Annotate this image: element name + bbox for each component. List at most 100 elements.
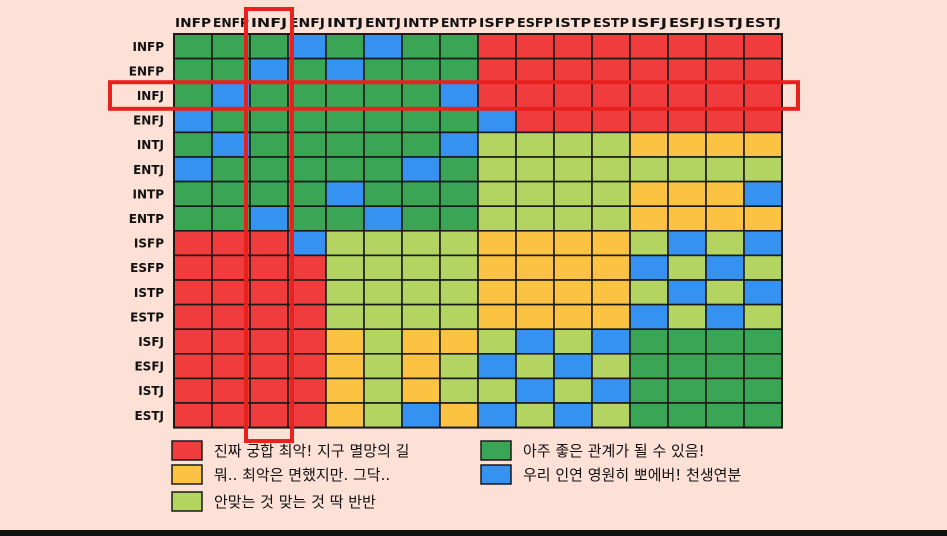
cell-estp-intj xyxy=(325,303,365,331)
highlight-row-box xyxy=(108,80,800,111)
column-label-infp: INFP xyxy=(175,16,211,30)
cell-enfj-isfj xyxy=(629,107,669,134)
cell-isfp-estj xyxy=(743,230,783,257)
cell-infj-intj xyxy=(325,82,365,109)
cell-estj-enfp xyxy=(211,402,251,429)
cell-enfj-infj xyxy=(249,107,289,134)
cell-isfp-isfp xyxy=(477,230,517,257)
cell-intj-isfp xyxy=(477,131,517,158)
cell-estj-intp xyxy=(401,402,441,429)
cell-estp-estj xyxy=(743,303,783,331)
cell-istj-esfp xyxy=(515,377,555,404)
cell-isfj-estj xyxy=(743,328,783,355)
highlight-column-box xyxy=(244,7,294,443)
cell-enfp-intj xyxy=(325,57,365,84)
cell-infj-estj xyxy=(743,82,783,109)
cell-entp-esfj xyxy=(667,205,707,232)
column-label-esfp: ESFP xyxy=(517,16,553,30)
cell-esfj-esfp xyxy=(515,352,555,380)
cell-estp-intp xyxy=(401,303,441,331)
cell-estj-esfj xyxy=(667,402,707,429)
bottom-border xyxy=(0,530,947,536)
cell-infj-estp xyxy=(591,82,631,109)
column-label-intp: INTP xyxy=(403,16,439,30)
cell-esfp-entj xyxy=(363,254,403,281)
legend-swatch-r xyxy=(171,440,203,461)
cell-intp-estp xyxy=(591,180,631,208)
cell-isfp-esfj xyxy=(667,230,707,257)
cell-istp-entp xyxy=(439,279,479,306)
cell-entj-estj xyxy=(743,156,783,183)
cell-entp-intj xyxy=(325,205,365,232)
column-label-estj: ESTJ xyxy=(745,16,781,30)
cell-infj-infj xyxy=(249,82,289,109)
column-labels: INFP ENFP INFJ ENFJ INTJ ENTJ INTP ENTP ISFP ESFP… xyxy=(175,16,781,30)
cell-intp-intp xyxy=(401,180,441,208)
cell-infj-esfp xyxy=(515,82,555,109)
cell-esfp-intj xyxy=(325,254,365,281)
cell-infp-infj xyxy=(249,33,289,60)
cell-esfp-infj xyxy=(249,254,289,281)
cell-infp-istj xyxy=(705,33,745,60)
cell-istp-infj xyxy=(249,279,289,306)
row-label-intj: INTJ xyxy=(137,138,164,152)
cell-esfj-infj xyxy=(249,352,289,380)
cell-isfp-entj xyxy=(363,230,403,257)
cell-istj-entp xyxy=(439,377,479,404)
row-label-isfp: ISFP xyxy=(134,237,164,251)
cell-istj-isfp xyxy=(477,377,517,404)
cell-estj-entp xyxy=(439,402,479,429)
cell-isfp-infj xyxy=(249,230,289,257)
cell-esfj-enfp xyxy=(211,352,251,380)
cell-enfp-istj xyxy=(705,57,745,84)
cell-enfj-esfj xyxy=(667,107,707,134)
cell-enfp-isfp xyxy=(477,57,517,84)
cell-istp-estp xyxy=(591,279,631,306)
cell-entj-intp xyxy=(401,156,441,183)
cell-estj-istp xyxy=(553,402,593,429)
cell-entp-entj xyxy=(363,205,403,232)
cell-enfp-infp xyxy=(173,57,213,84)
cell-esfp-estj xyxy=(743,254,783,281)
cell-istp-estj xyxy=(743,279,783,306)
cell-estp-estp xyxy=(591,303,631,331)
cell-isfj-infp xyxy=(173,328,213,355)
legend-swatch-l xyxy=(171,491,203,512)
cell-entp-istj xyxy=(705,205,745,232)
cell-intp-istp xyxy=(553,180,593,208)
cell-esfp-isfj xyxy=(629,254,669,281)
cell-esfp-infp xyxy=(173,254,213,281)
row-label-infp: INFP xyxy=(133,40,165,54)
cell-isfj-entp xyxy=(439,328,479,355)
cell-intj-esfj xyxy=(667,131,707,158)
cell-istj-infj xyxy=(249,377,289,404)
cell-estp-istj xyxy=(705,303,745,331)
cell-esfj-infp xyxy=(173,352,213,380)
legend-swatch-g xyxy=(480,440,512,461)
cell-estj-isfp xyxy=(477,402,517,429)
cell-entj-istj xyxy=(705,156,745,183)
cell-entp-infj xyxy=(249,205,289,232)
cell-infp-intp xyxy=(401,33,441,60)
cell-enfj-intj xyxy=(325,107,365,134)
cell-isfp-enfp xyxy=(211,230,251,257)
cell-isfj-entj xyxy=(363,328,403,355)
cell-esfj-entj xyxy=(363,352,403,380)
row-label-estj: ESTJ xyxy=(135,409,165,423)
cell-entp-enfj xyxy=(287,205,327,232)
cell-intp-infp xyxy=(173,180,213,208)
cell-esfj-entp xyxy=(439,352,479,380)
cell-infj-istp xyxy=(553,82,593,109)
cell-estj-infj xyxy=(249,402,289,429)
row-labels: INFP ENFP INFJ ENFJ INTJ ENTJ INTP ENTP ISFP ESFP… xyxy=(129,40,164,423)
cell-istj-estj xyxy=(743,377,783,404)
cell-enfp-istp xyxy=(553,57,593,84)
legend-label-g: 아주 좋은 관계가 될 수 있음! xyxy=(523,442,705,460)
column-label-enfp: ENFP xyxy=(213,16,249,30)
cell-enfp-isfj xyxy=(629,57,669,84)
cell-entp-istp xyxy=(553,205,593,232)
column-label-enfj: ENFJ xyxy=(289,16,325,30)
row-label-istp: ISTP xyxy=(134,286,164,300)
cell-estp-esfp xyxy=(515,303,555,331)
column-label-intj: INTJ xyxy=(327,16,363,30)
